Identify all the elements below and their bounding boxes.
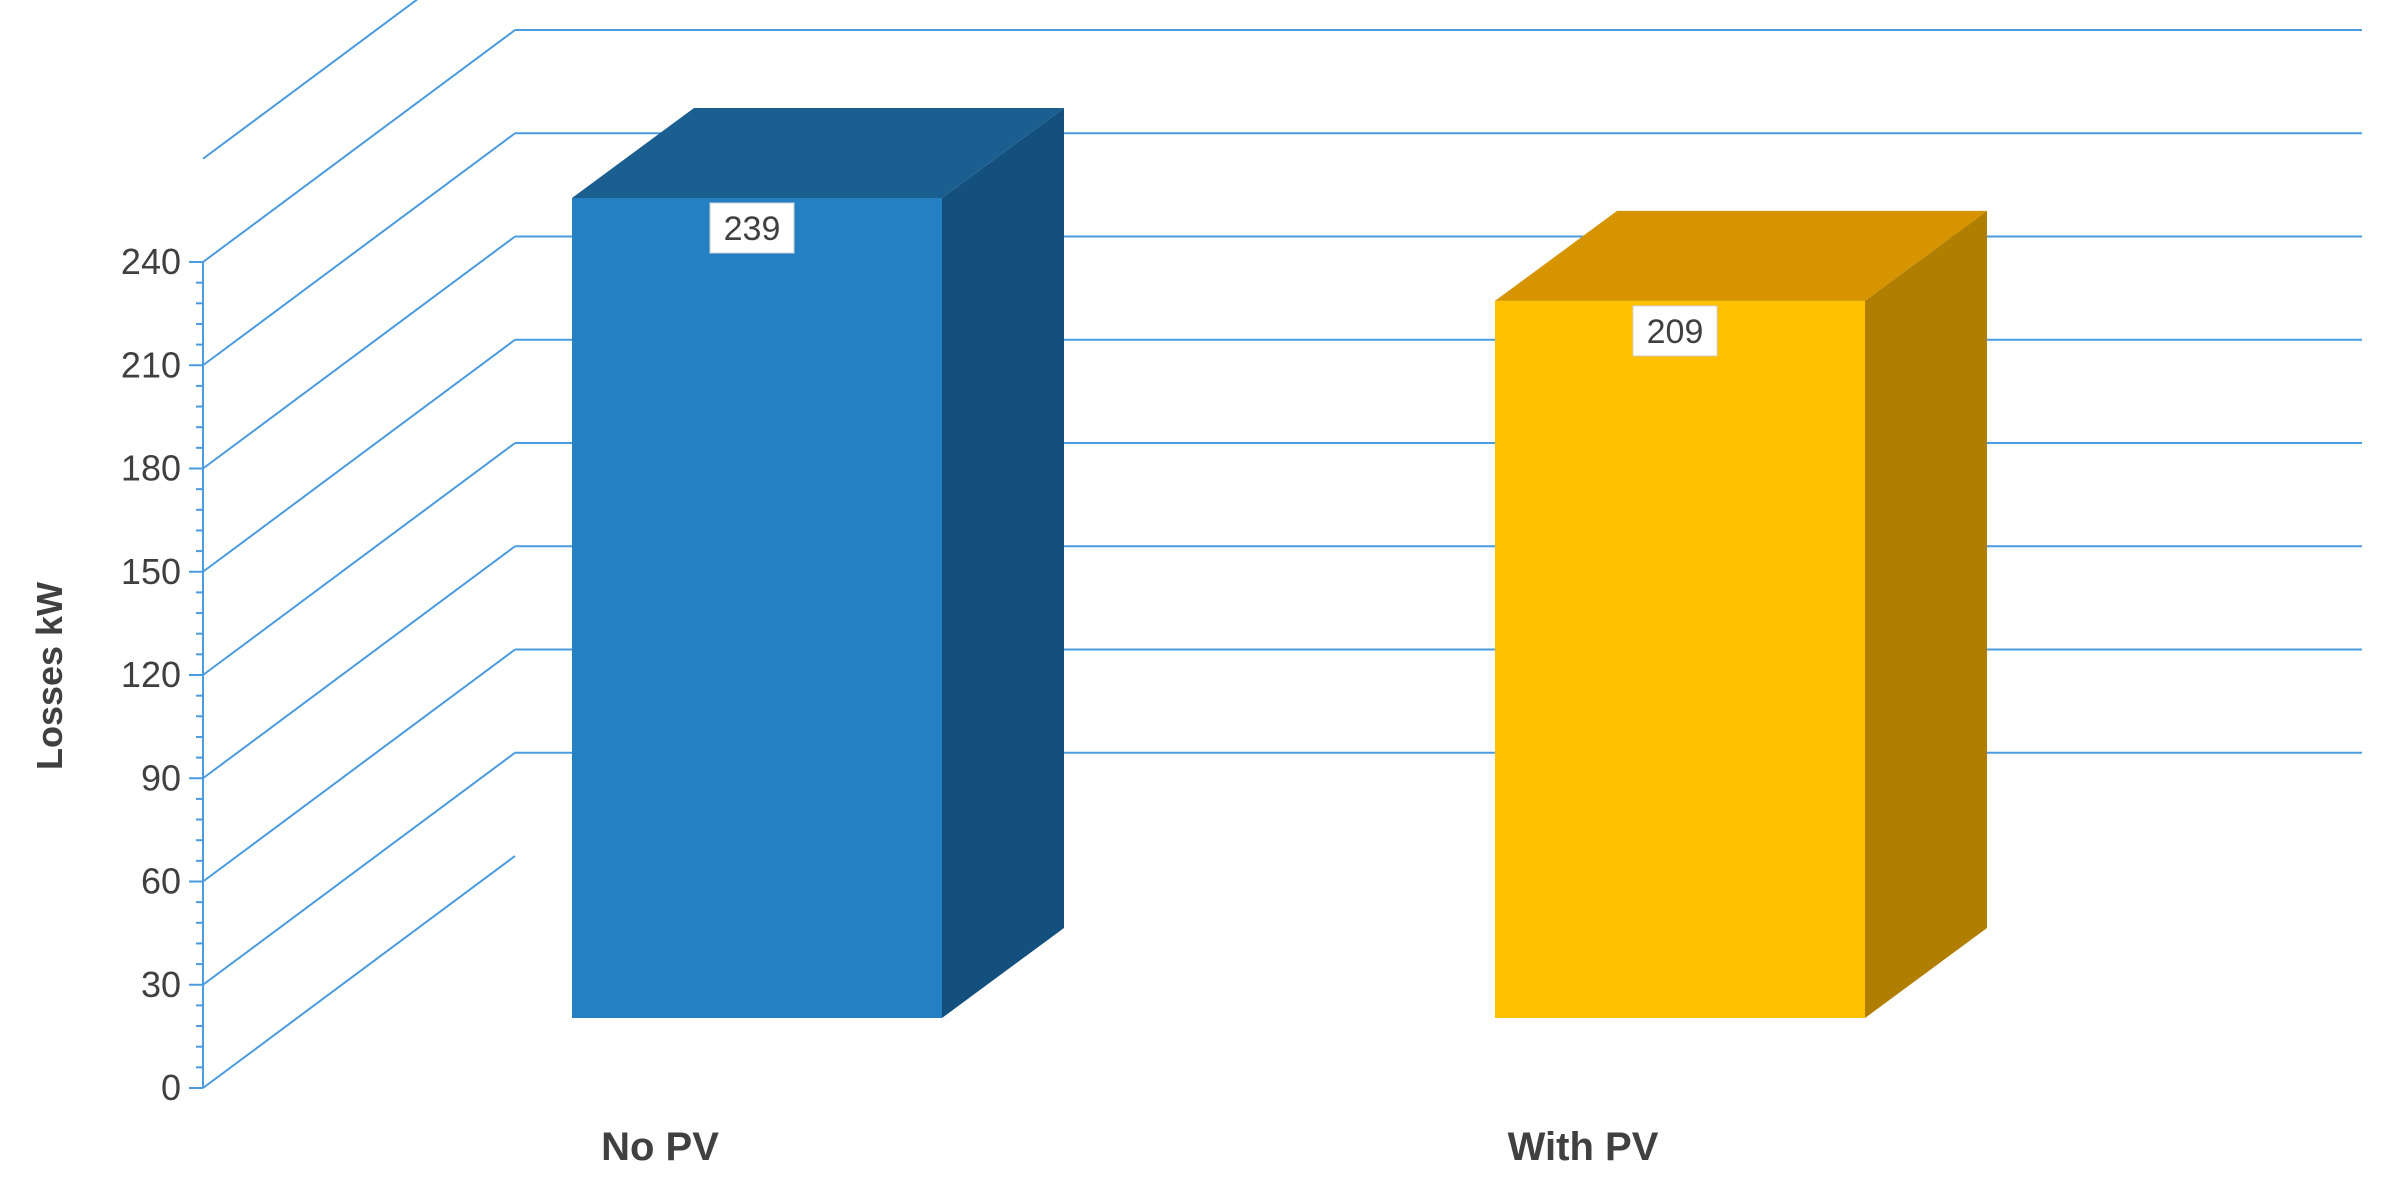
data-label-with-pv: 209: [1647, 313, 1704, 351]
y-tick-label: 180: [121, 448, 181, 489]
y-tick-label: 120: [121, 654, 181, 695]
x-category-label: With PV: [1508, 1125, 1659, 1169]
bar-no-pv: [572, 108, 1064, 1018]
gridline-diagonal: [202, 648, 516, 883]
data-label-box: [709, 202, 795, 254]
gridline-diagonal: [202, 29, 516, 263]
gridline-diagonal: [202, 132, 516, 367]
y-tick-label: 30: [141, 964, 181, 1005]
bar-side-with-pv: [1865, 210, 1987, 1019]
bar-side-no-pv: [942, 108, 1064, 1018]
gridlines: [202, 0, 2362, 1089]
gridline-diagonal: [202, 235, 516, 470]
y-axis: 0 30 60 90 120 150 180 210 240: [121, 241, 204, 1108]
gridline-diagonal: [202, 0, 419, 160]
y-tick-label: 60: [141, 861, 181, 902]
gridline-diagonal: [202, 545, 516, 780]
bar-top-with-pv: [1495, 210, 1987, 301]
gridline-diagonal: [202, 442, 516, 676]
x-category-label: No PV: [601, 1125, 719, 1169]
gridline-floor: [202, 855, 516, 1089]
y-tick-label: 90: [141, 757, 181, 798]
y-tick-label: 240: [121, 241, 181, 282]
data-label-no-pv: 239: [724, 210, 781, 248]
labels: 239 No PV 209 With PV: [601, 202, 1718, 1169]
y-axis-title: Losses kW: [29, 582, 70, 770]
bar-front-no-pv: [572, 198, 942, 1018]
bar-top-no-pv: [572, 108, 1064, 198]
data-label-box: [1632, 305, 1718, 357]
gridline-diagonal: [202, 751, 516, 986]
bar-with-pv: [1495, 210, 1987, 1019]
y-tick-label: 210: [121, 344, 181, 385]
y-tick-label: 0: [161, 1067, 181, 1108]
bar-front-with-pv: [1495, 300, 1865, 1019]
bars: [572, 108, 1987, 1019]
y-tick-label: 150: [121, 551, 181, 592]
gridline-diagonal: [202, 338, 516, 573]
